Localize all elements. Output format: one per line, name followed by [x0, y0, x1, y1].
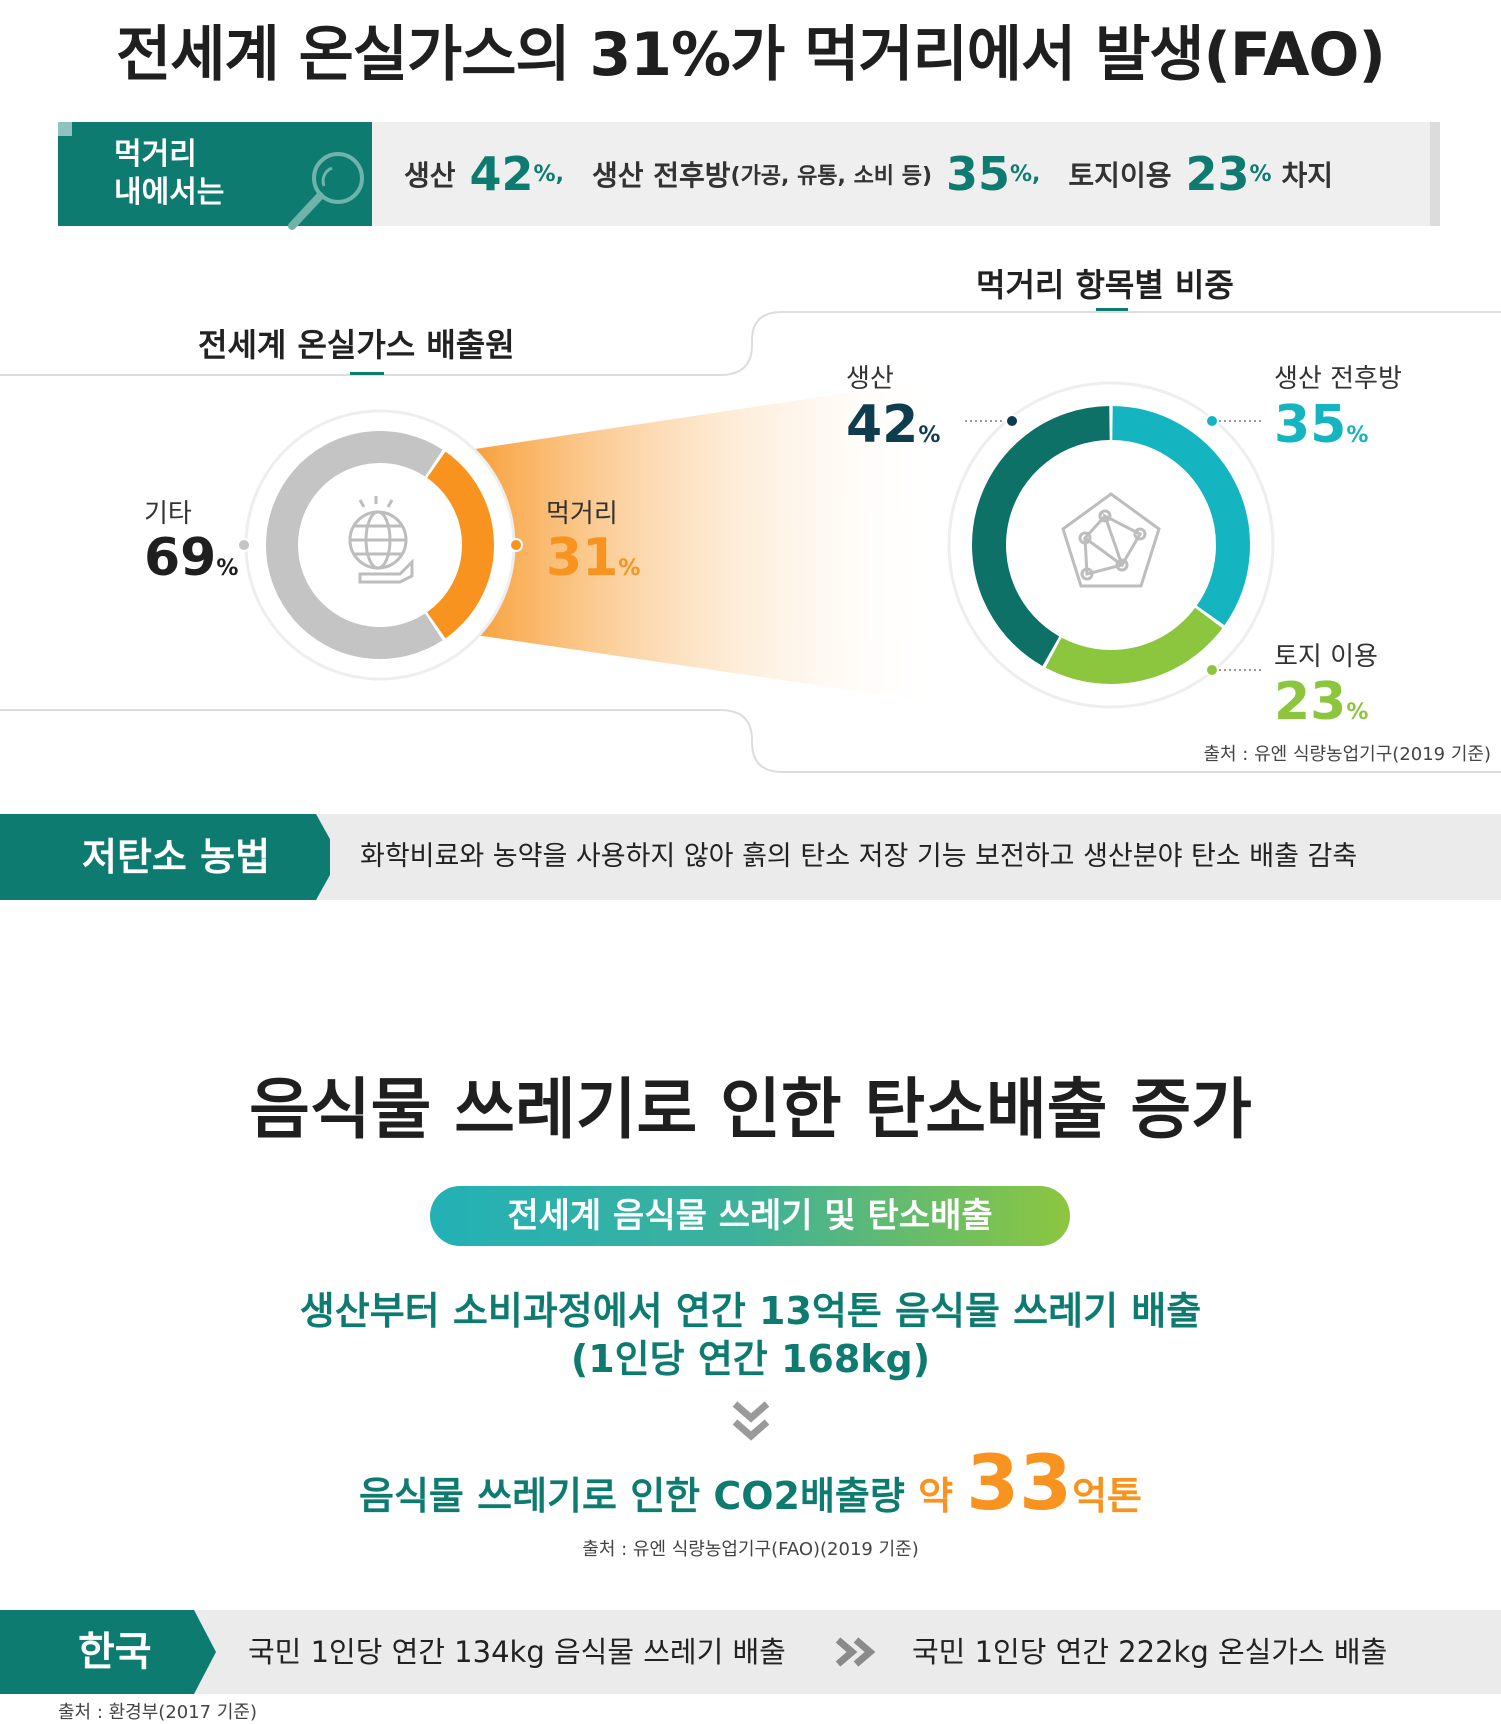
- item-prepost-detail: (가공, 유통, 소비 등): [730, 164, 932, 189]
- food-label: 먹거리: [546, 499, 618, 529]
- other-leader-dot: [237, 538, 251, 552]
- double-chevron-down-icon: [732, 1401, 770, 1441]
- right-donut-segment-1: [1045, 607, 1223, 684]
- left-title-underline: [350, 372, 384, 375]
- production-leader-dot: [1005, 414, 1019, 428]
- co2-line: 음식물 쓰레기로 인한 CO2배출량 약 33억톤: [0, 1438, 1501, 1527]
- right-donut-segment-2: [972, 406, 1111, 666]
- magnifier-icon: [288, 152, 364, 230]
- left-frame-bottom: [0, 709, 1501, 773]
- main-title: 전세계 온실가스의 31%가 먹거리에서 발생(FAO): [116, 20, 1386, 90]
- production-label: 생산: [846, 364, 894, 394]
- landuse-value: 23%: [1274, 672, 1369, 732]
- co2-prefix: 음식물 쓰레기로 인한 CO2배출량: [359, 1474, 905, 1518]
- korea-label: 한국: [78, 1629, 152, 1675]
- item-production-label: 생산: [404, 159, 456, 192]
- korea-bar: 한국 국민 1인당 연간 134kg 음식물 쓰레기 배출 국민 1인당 연간 …: [0, 1610, 1501, 1694]
- waste-line-1: 생산부터 소비과정에서 연간 13억톤 음식물 쓰레기 배출: [299, 1289, 1202, 1333]
- right-chart-title: 먹거리 항목별 비중: [976, 266, 1234, 304]
- right-title-underline: [1096, 308, 1128, 311]
- item-landuse-unit: %: [1249, 161, 1272, 187]
- production-value: 42%: [846, 395, 941, 455]
- co2-about: 약: [918, 1474, 954, 1518]
- item-production-value: 42: [469, 147, 534, 201]
- banner-content: 생산 42 %, 생산 전후방 (가공, 유통, 소비 등) 35 %, 토지이…: [404, 122, 1333, 226]
- source-note-2: 출처 : 유엔 식량농업기구(FAO)(2019 기준): [582, 1539, 919, 1560]
- food-breakdown-banner: 먹거리 내에서는 생산 42 %, 생산 전후방 (가공, 유통, 소비 등) …: [58, 122, 1440, 230]
- section2-pill: 전세계 음식물 쓰레기 및 탄소배출: [430, 1186, 1070, 1246]
- banner-edge: [1430, 122, 1440, 226]
- right-donut: [972, 406, 1250, 684]
- item-prepost-label: 생산 전후방: [591, 159, 731, 192]
- left-donut: [266, 431, 494, 659]
- item-prepost-value: 35: [946, 147, 1011, 201]
- korea-ghg-text: 국민 1인당 연간 222kg 온실가스 배출: [912, 1635, 1388, 1669]
- food-leader-dot: [509, 538, 523, 552]
- food-value: 31%: [546, 528, 641, 588]
- fan-connector: [455, 378, 945, 704]
- network-icon: [1061, 492, 1161, 588]
- item-prepost-unit: %,: [1010, 161, 1041, 187]
- globe-hand-icon: [348, 496, 414, 584]
- co2-value: 33: [966, 1438, 1073, 1527]
- landuse-label: 토지 이용: [1274, 642, 1378, 672]
- corner-accent: [58, 122, 72, 136]
- other-value: 69%: [144, 528, 239, 588]
- co2-unit: 억톤: [1072, 1474, 1142, 1518]
- left-donut-segment-1: [266, 431, 443, 659]
- waste-line-2: (1인당 연간 168kg): [570, 1337, 931, 1381]
- right-donut-segment-0: [1111, 406, 1250, 626]
- item-landuse-label: 토지이용: [1068, 159, 1172, 192]
- left-frame-line: [0, 311, 1501, 376]
- left-donut-segment-0: [426, 451, 494, 639]
- landuse-leader-dot: [1205, 663, 1219, 677]
- low-carbon-label: 저탄소 농법: [82, 835, 271, 879]
- source-note-1: 출처 : 유엔 식량농업기구(2019 기준): [1203, 744, 1491, 765]
- banner-label: 먹거리 내에서는: [114, 137, 225, 210]
- banner-label-box: 먹거리 내에서는: [58, 122, 372, 230]
- low-carbon-arrow-tab: [0, 814, 330, 900]
- other-label: 기타: [144, 499, 192, 529]
- korea-arrow-tab: [0, 1610, 216, 1694]
- left-chart-title: 전세계 온실가스 배출원: [198, 326, 515, 364]
- item-production-unit: %,: [533, 161, 564, 187]
- item-landuse-suffix: 차지: [1281, 159, 1334, 192]
- double-chevron-right-icon: [835, 1637, 876, 1667]
- item-landuse-value: 23: [1185, 147, 1250, 201]
- low-carbon-text: 화학비료와 농약을 사용하지 않아 흙의 탄소 저장 기능 보전하고 생산분야 …: [360, 841, 1358, 872]
- chart-graphics: [0, 311, 1501, 773]
- section2-title: 음식물 쓰레기로 인한 탄소배출 증가: [249, 1071, 1252, 1148]
- source-note-3: 출처 : 환경부(2017 기준): [58, 1702, 258, 1723]
- prepost-value: 35%: [1274, 395, 1369, 455]
- korea-waste-text: 국민 1인당 연간 134kg 음식물 쓰레기 배출: [248, 1635, 786, 1669]
- prepost-leader-dot: [1205, 414, 1219, 428]
- prepost-label: 생산 전후방: [1274, 364, 1402, 394]
- low-carbon-bar: 저탄소 농법 화학비료와 농약을 사용하지 않아 흙의 탄소 저장 기능 보전하…: [0, 814, 1501, 900]
